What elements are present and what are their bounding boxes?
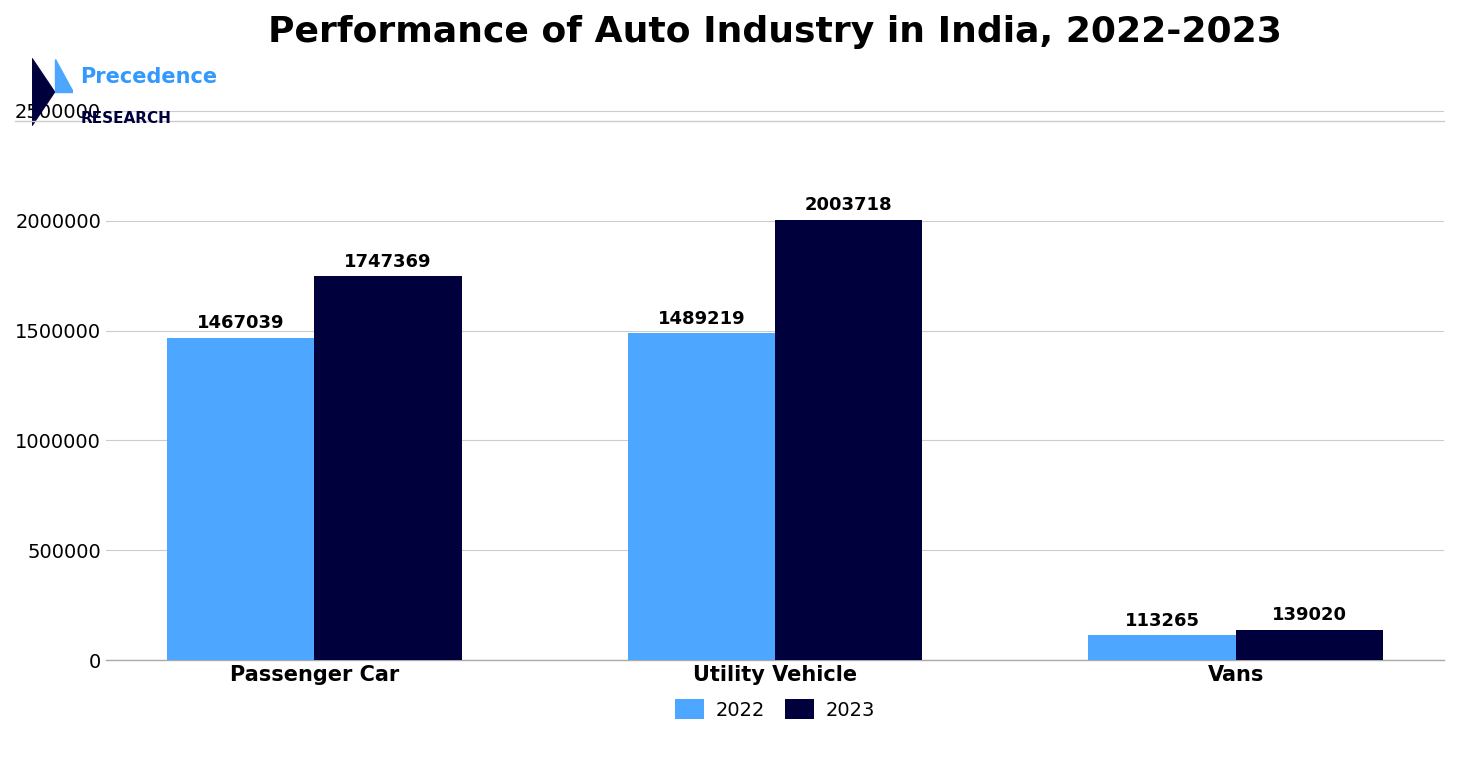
Text: 139020: 139020 <box>1272 606 1347 624</box>
Title: Performance of Auto Industry in India, 2022-2023: Performance of Auto Industry in India, 2… <box>268 15 1282 49</box>
Polygon shape <box>32 59 54 125</box>
Text: 113265: 113265 <box>1125 612 1199 630</box>
Text: RESEARCH: RESEARCH <box>80 111 171 126</box>
Bar <box>1088 635 1236 660</box>
Legend: 2022, 2023: 2022, 2023 <box>667 691 883 727</box>
Text: 1467039: 1467039 <box>197 315 285 333</box>
Text: 1747369: 1747369 <box>344 253 432 271</box>
Text: 2003718: 2003718 <box>805 197 893 215</box>
Bar <box>775 220 922 660</box>
Bar <box>1236 630 1383 660</box>
Text: Precedence: Precedence <box>80 67 217 87</box>
Bar <box>627 333 775 660</box>
Text: 1489219: 1489219 <box>658 309 746 327</box>
Polygon shape <box>54 59 73 92</box>
Bar <box>166 338 314 660</box>
Bar <box>314 276 461 660</box>
